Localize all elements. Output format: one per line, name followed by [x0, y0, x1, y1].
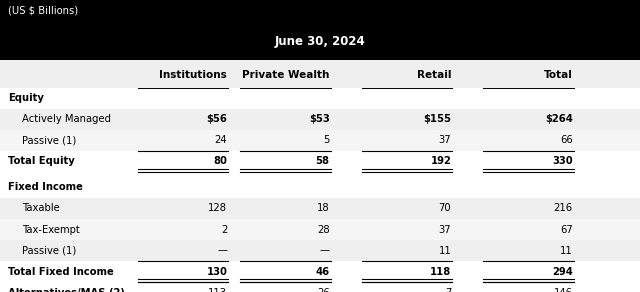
- Text: $155: $155: [423, 114, 451, 124]
- FancyBboxPatch shape: [0, 219, 640, 240]
- Text: 11: 11: [560, 246, 573, 256]
- Text: 294: 294: [552, 267, 573, 277]
- Text: 66: 66: [560, 135, 573, 145]
- Text: June 30, 2024: June 30, 2024: [275, 35, 365, 48]
- Text: Equity: Equity: [8, 93, 44, 103]
- Text: —: —: [217, 246, 227, 256]
- Text: 26: 26: [317, 288, 330, 292]
- Text: 80: 80: [213, 156, 227, 166]
- Text: Private Wealth: Private Wealth: [242, 70, 330, 80]
- Text: Total: Total: [544, 70, 573, 80]
- Text: 113: 113: [208, 288, 227, 292]
- Text: $53: $53: [309, 114, 330, 124]
- Text: 46: 46: [316, 267, 330, 277]
- Text: 67: 67: [560, 225, 573, 234]
- Text: Alternatives/MAS (2): Alternatives/MAS (2): [8, 288, 125, 292]
- Text: 130: 130: [206, 267, 227, 277]
- Text: 2: 2: [221, 225, 227, 234]
- Text: 58: 58: [316, 156, 330, 166]
- Text: Passive (1): Passive (1): [22, 246, 77, 256]
- Text: 37: 37: [438, 225, 451, 234]
- Text: Total Equity: Total Equity: [8, 156, 74, 166]
- Text: 146: 146: [554, 288, 573, 292]
- Text: Retail: Retail: [417, 70, 451, 80]
- Text: 216: 216: [554, 204, 573, 213]
- Text: $56: $56: [206, 114, 227, 124]
- Text: $264: $264: [545, 114, 573, 124]
- Text: 128: 128: [208, 204, 227, 213]
- Text: 70: 70: [438, 204, 451, 213]
- FancyBboxPatch shape: [0, 109, 640, 130]
- Text: 37: 37: [438, 135, 451, 145]
- Text: 5: 5: [323, 135, 330, 145]
- Text: Fixed Income: Fixed Income: [8, 182, 83, 192]
- Text: 118: 118: [430, 267, 451, 277]
- Text: Actively Managed: Actively Managed: [22, 114, 111, 124]
- Text: 28: 28: [317, 225, 330, 234]
- Text: (US $ Billions): (US $ Billions): [8, 5, 78, 15]
- Text: 7: 7: [445, 288, 451, 292]
- FancyBboxPatch shape: [0, 240, 640, 261]
- FancyBboxPatch shape: [0, 198, 640, 219]
- Text: Passive (1): Passive (1): [22, 135, 77, 145]
- Text: 192: 192: [430, 156, 451, 166]
- Text: 24: 24: [214, 135, 227, 145]
- Text: Total Fixed Income: Total Fixed Income: [8, 267, 113, 277]
- Text: 11: 11: [438, 246, 451, 256]
- Text: 330: 330: [552, 156, 573, 166]
- FancyBboxPatch shape: [0, 0, 640, 60]
- Text: —: —: [319, 246, 330, 256]
- Text: Institutions: Institutions: [159, 70, 227, 80]
- FancyBboxPatch shape: [0, 130, 640, 151]
- FancyBboxPatch shape: [0, 60, 640, 88]
- Text: Tax-Exempt: Tax-Exempt: [22, 225, 80, 234]
- Text: Taxable: Taxable: [22, 204, 60, 213]
- Text: 18: 18: [317, 204, 330, 213]
